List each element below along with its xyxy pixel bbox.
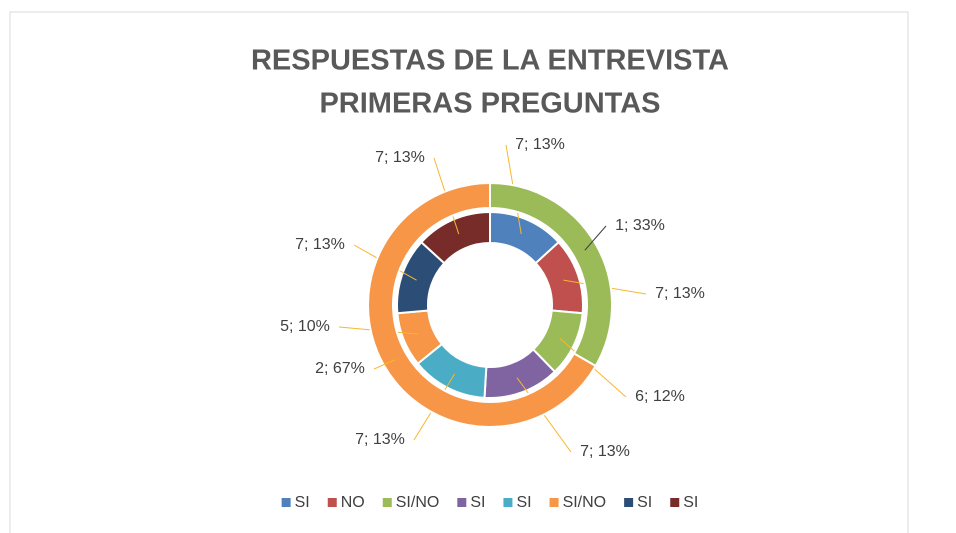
legend-label: SI [683,494,698,511]
legend-label: SI [295,494,310,511]
leader-line [373,359,396,370]
leader-line [584,225,607,251]
legend-label: SI [470,494,485,511]
chart-title: PRIMERAS PREGUNTAS [319,88,660,120]
legend-label: SI/NO [396,494,440,511]
legend-swatch [382,498,392,507]
data-label: 7; 13% [655,285,705,302]
data-label: 5; 10% [280,318,330,335]
legend-swatch [670,498,680,507]
data-label: 7; 13% [355,431,405,448]
legend-label: SI [637,494,652,511]
legend-swatch [549,498,559,507]
chart-title: RESPUESTAS DE LA ENTREVISTA [251,45,729,77]
data-label: 7; 13% [580,443,630,460]
data-label: 7; 13% [375,149,425,166]
legend-swatch [503,498,513,507]
legend-label: NO [341,494,365,511]
legend-swatch [327,498,337,507]
doughnut-segment [419,210,491,265]
data-label: 1; 33% [615,217,665,234]
data-label: 6; 12% [635,388,685,405]
data-label: 7; 13% [515,136,565,153]
legend-swatch [624,498,634,507]
legend-label: SI [516,494,531,511]
doughnut-segment [367,181,598,428]
legend-swatch [457,498,467,507]
legend-label: SI/NO [563,494,607,511]
data-label: 7; 13% [295,236,345,253]
chart-frame [9,11,909,533]
data-label: 2; 67% [315,360,365,377]
legend-swatch [281,498,291,507]
